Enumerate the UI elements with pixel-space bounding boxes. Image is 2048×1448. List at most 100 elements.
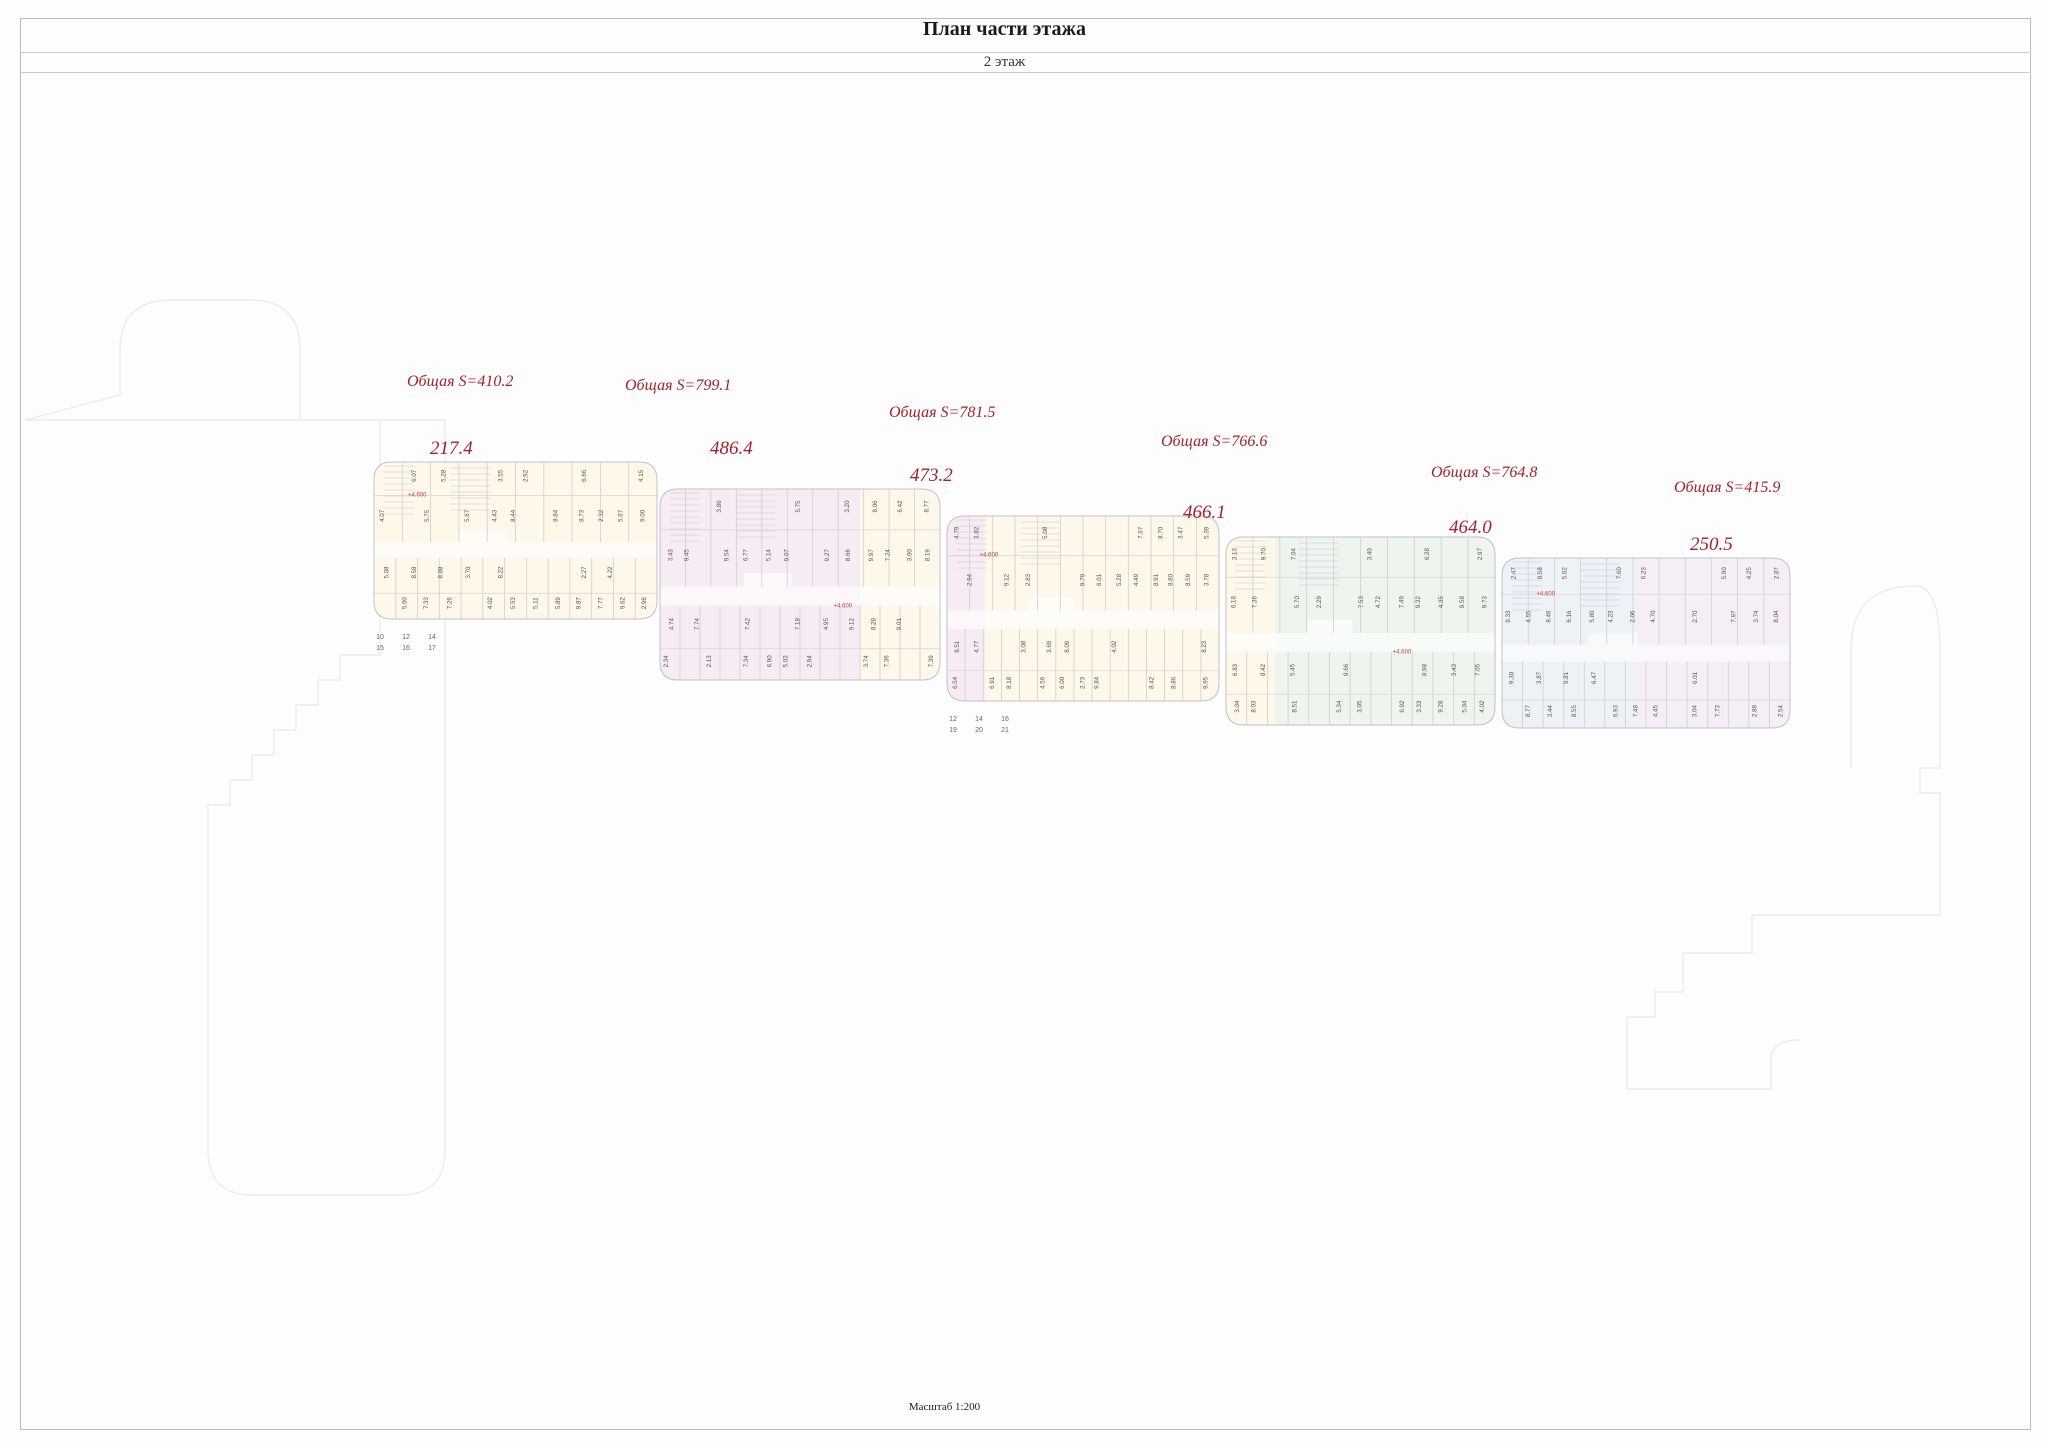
svg-text:4.72: 4.72 xyxy=(1375,595,1382,608)
svg-text:7.97: 7.97 xyxy=(1731,610,1738,623)
svg-text:3.04: 3.04 xyxy=(1691,704,1698,717)
svg-text:8.70: 8.70 xyxy=(1158,526,1165,539)
svg-text:19: 19 xyxy=(949,727,957,734)
svg-text:8.66: 8.66 xyxy=(845,549,852,562)
svg-text:6.01: 6.01 xyxy=(1692,671,1699,684)
svg-text:8.88: 8.88 xyxy=(438,566,445,579)
svg-text:7.39: 7.39 xyxy=(928,655,935,668)
svg-text:5.75: 5.75 xyxy=(424,509,431,522)
svg-text:3.00: 3.00 xyxy=(907,549,914,562)
svg-text:9.12: 9.12 xyxy=(1004,573,1011,586)
svg-text:4.70: 4.70 xyxy=(1650,610,1657,623)
svg-text:8.42: 8.42 xyxy=(1260,663,1267,676)
svg-text:9.28: 9.28 xyxy=(1438,700,1445,713)
svg-text:8.19: 8.19 xyxy=(924,549,931,562)
svg-text:7.67: 7.67 xyxy=(1137,526,1144,539)
svg-text:2.29: 2.29 xyxy=(1316,595,1323,608)
svg-text:6.23: 6.23 xyxy=(1640,567,1647,580)
svg-text:5.28: 5.28 xyxy=(440,469,447,482)
svg-text:4.45: 4.45 xyxy=(1652,704,1659,717)
svg-text:8.03: 8.03 xyxy=(1250,700,1257,713)
svg-text:7.33: 7.33 xyxy=(423,597,430,610)
svg-text:7.53: 7.53 xyxy=(1358,595,1365,608)
svg-text:9.27: 9.27 xyxy=(824,549,831,562)
svg-text:+4.600: +4.600 xyxy=(834,603,853,609)
svg-text:4.49: 4.49 xyxy=(1133,573,1140,586)
svg-text:7.18: 7.18 xyxy=(795,618,802,631)
svg-text:6.92: 6.92 xyxy=(1399,700,1406,713)
svg-text:8.80: 8.80 xyxy=(1168,573,1175,586)
svg-text:473.2: 473.2 xyxy=(910,465,953,486)
svg-text:2.34: 2.34 xyxy=(663,655,670,668)
svg-text:7.48: 7.48 xyxy=(1633,704,1640,717)
svg-text:5.34: 5.34 xyxy=(1336,700,1343,713)
svg-text:466.1: 466.1 xyxy=(1183,502,1226,523)
svg-text:5.11: 5.11 xyxy=(532,597,539,609)
svg-text:9.00: 9.00 xyxy=(640,509,647,522)
svg-text:3.69: 3.69 xyxy=(1046,640,1053,653)
svg-text:8.59: 8.59 xyxy=(1185,573,1192,586)
svg-text:3.44: 3.44 xyxy=(1547,704,1554,717)
svg-text:7.04: 7.04 xyxy=(1291,548,1298,561)
svg-text:9.84: 9.84 xyxy=(1094,676,1101,689)
svg-text:7.74: 7.74 xyxy=(694,618,701,631)
svg-text:7.36: 7.36 xyxy=(884,655,891,668)
svg-text:3.70: 3.70 xyxy=(465,566,472,579)
svg-text:2.96: 2.96 xyxy=(641,597,648,610)
svg-text:6.77: 6.77 xyxy=(742,549,749,562)
svg-text:7.36: 7.36 xyxy=(1251,595,1258,608)
svg-text:2.70: 2.70 xyxy=(1692,610,1699,623)
svg-text:4.02: 4.02 xyxy=(487,597,494,610)
svg-text:8.09: 8.09 xyxy=(1064,640,1071,653)
svg-text:16: 16 xyxy=(402,645,410,652)
svg-text:9.07: 9.07 xyxy=(784,549,791,562)
svg-text:Общая S=764.8: Общая S=764.8 xyxy=(1431,464,1537,481)
svg-text:10: 10 xyxy=(376,634,384,641)
svg-text:Общая S=410.2: Общая S=410.2 xyxy=(407,373,513,390)
svg-text:9.81: 9.81 xyxy=(1563,671,1570,684)
svg-text:486.4: 486.4 xyxy=(710,438,753,459)
svg-text:+4.600: +4.600 xyxy=(1393,650,1412,656)
svg-text:4.43: 4.43 xyxy=(491,509,498,522)
svg-text:7.05: 7.05 xyxy=(1474,663,1481,676)
svg-text:8.06: 8.06 xyxy=(872,500,879,513)
svg-text:6.66: 6.66 xyxy=(581,469,588,482)
svg-text:Общая S=799.1: Общая S=799.1 xyxy=(625,377,731,394)
svg-text:2.06: 2.06 xyxy=(1629,610,1636,623)
svg-text:8.58: 8.58 xyxy=(411,566,418,579)
svg-text:4.55: 4.55 xyxy=(1525,610,1532,623)
svg-text:9.70: 9.70 xyxy=(1260,548,1267,561)
svg-text:4.23: 4.23 xyxy=(1608,610,1615,623)
svg-text:8.44: 8.44 xyxy=(510,509,517,522)
svg-text:8.55: 8.55 xyxy=(1571,704,1578,717)
svg-text:14: 14 xyxy=(428,634,436,641)
svg-text:8.91: 8.91 xyxy=(1153,573,1160,586)
svg-text:4.22: 4.22 xyxy=(607,566,614,579)
svg-text:2.94: 2.94 xyxy=(807,655,814,668)
svg-text:5.28: 5.28 xyxy=(1116,573,1123,586)
svg-text:2.88: 2.88 xyxy=(1751,704,1758,717)
svg-text:3.33: 3.33 xyxy=(1416,700,1423,713)
svg-text:2.94: 2.94 xyxy=(967,573,974,586)
svg-text:8.84: 8.84 xyxy=(553,509,560,522)
svg-text:9.58: 9.58 xyxy=(1459,595,1466,608)
svg-text:6.83: 6.83 xyxy=(1232,663,1239,676)
svg-text:Общая S=766.6: Общая S=766.6 xyxy=(1161,433,1267,450)
svg-text:5.89: 5.89 xyxy=(555,597,562,610)
svg-text:3.86: 3.86 xyxy=(716,500,723,513)
svg-text:2.32: 2.32 xyxy=(598,509,605,522)
svg-text:8.23: 8.23 xyxy=(1201,640,1208,653)
svg-text:8.86: 8.86 xyxy=(1170,676,1177,689)
svg-text:4.95: 4.95 xyxy=(823,618,830,631)
svg-text:5.53: 5.53 xyxy=(510,597,517,610)
svg-text:5.45: 5.45 xyxy=(1290,663,1297,676)
svg-text:7.60: 7.60 xyxy=(1616,567,1623,580)
svg-text:3.74: 3.74 xyxy=(863,655,870,668)
svg-text:2.54: 2.54 xyxy=(1777,704,1784,717)
svg-text:5.80: 5.80 xyxy=(1589,610,1596,623)
svg-text:5.67: 5.67 xyxy=(618,509,625,522)
svg-text:20: 20 xyxy=(975,727,983,734)
svg-text:4.02: 4.02 xyxy=(1111,640,1118,653)
svg-text:2.92: 2.92 xyxy=(523,469,530,482)
svg-text:3.82: 3.82 xyxy=(973,526,980,539)
